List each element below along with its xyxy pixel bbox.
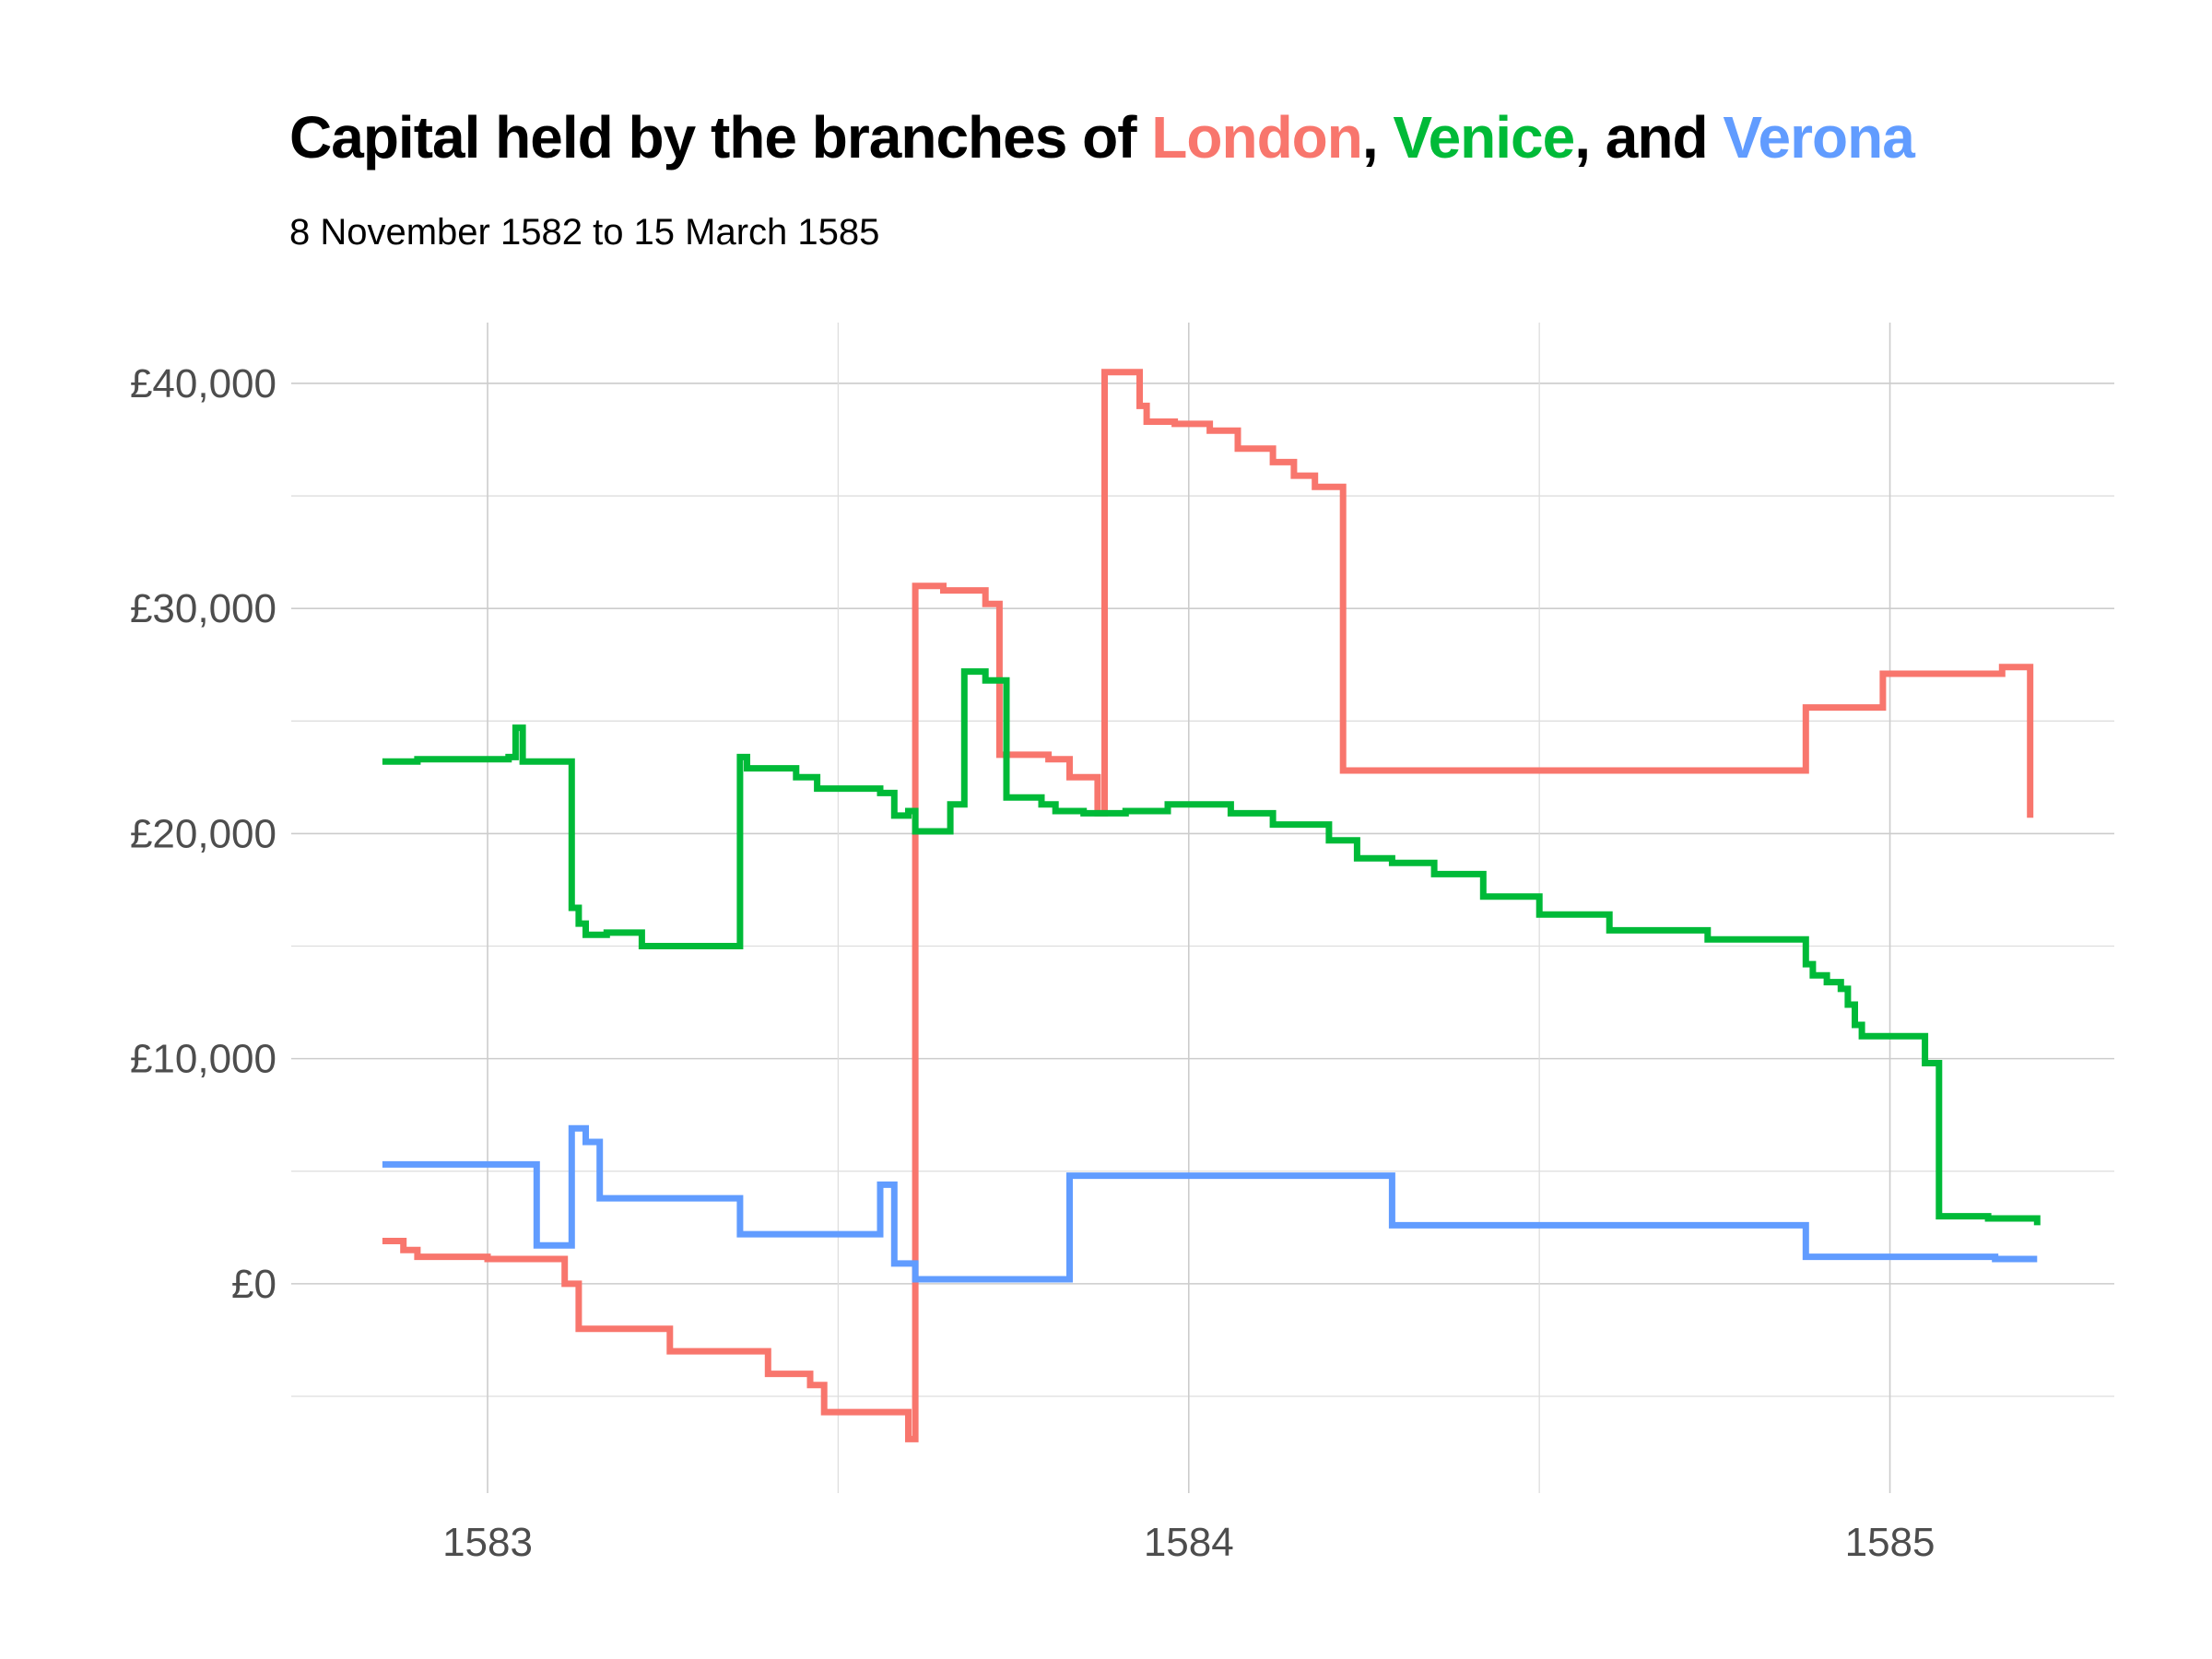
series-line-london xyxy=(382,369,2034,1442)
y-axis-tick-labels: £0 £10,000 £20,000 £30,000 £40,000 xyxy=(130,361,276,1307)
chart-subtitle: 8 November 1582 to 15 March 1585 xyxy=(289,212,880,253)
y-tick-label: £10,000 xyxy=(130,1037,276,1082)
series-line-venice xyxy=(382,668,2041,1226)
series-lines xyxy=(382,369,2041,1442)
x-tick-label: 1584 xyxy=(1144,1520,1234,1565)
title-sep2: , and xyxy=(1574,104,1724,171)
title-london: London xyxy=(1151,104,1363,171)
y-tick-label: £0 xyxy=(231,1262,276,1307)
x-axis-tick-labels: 1583 1584 1585 xyxy=(442,1520,1935,1565)
y-tick-label: £20,000 xyxy=(130,811,276,856)
y-tick-label: £30,000 xyxy=(130,586,276,631)
title-verona: Verona xyxy=(1723,104,1914,171)
x-tick-label: 1585 xyxy=(1845,1520,1936,1565)
x-tick-label: 1583 xyxy=(442,1520,533,1565)
chart-title: Capital held by the branches of London , … xyxy=(289,103,1915,171)
title-prefix: Capital held by the branches of xyxy=(289,104,1152,171)
title-sep1: , xyxy=(1361,104,1394,171)
series-line-verona xyxy=(382,1124,2038,1283)
title-venice: Venice xyxy=(1393,104,1575,171)
y-tick-label: £40,000 xyxy=(130,361,276,406)
grid-lines xyxy=(291,323,2114,1493)
